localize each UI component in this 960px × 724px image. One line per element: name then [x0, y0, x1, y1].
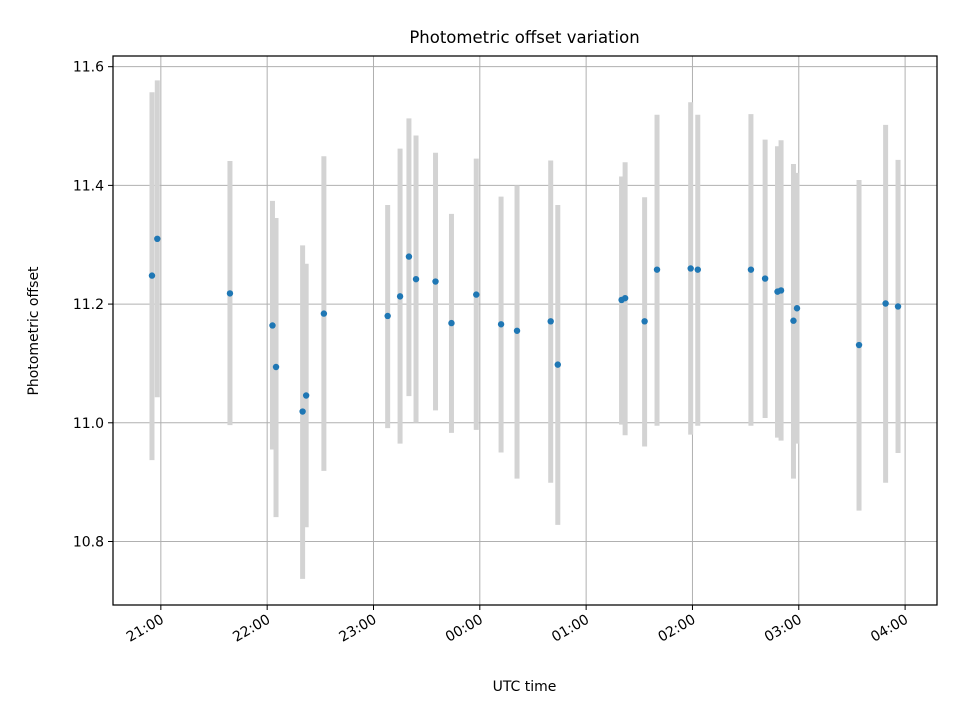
y-tick-label: 11.6	[73, 60, 104, 76]
data-point	[641, 318, 648, 325]
data-point	[269, 322, 276, 329]
data-point	[405, 253, 413, 260]
data-point	[432, 278, 439, 285]
data-point	[747, 266, 755, 273]
data-point	[396, 293, 404, 300]
data-point	[384, 312, 391, 320]
data-point	[448, 319, 455, 327]
data-point	[547, 318, 554, 325]
data-point	[694, 266, 701, 273]
chart-title: Photometric offset variation	[409, 28, 639, 47]
data-point	[320, 310, 328, 317]
data-point	[412, 275, 420, 283]
data-point	[621, 294, 629, 302]
data-point	[793, 305, 801, 312]
y-tick-label: 11.4	[73, 178, 104, 194]
data-point	[302, 392, 310, 399]
data-point	[473, 291, 480, 298]
data-point	[148, 272, 156, 279]
data-point	[894, 303, 902, 310]
data-point	[554, 361, 561, 368]
data-point	[653, 266, 661, 273]
axes-frame	[112, 55, 938, 606]
data-point	[790, 317, 797, 324]
data-point	[777, 287, 785, 294]
y-axis-label: Photometric offset	[26, 266, 42, 396]
data-points	[148, 235, 902, 415]
y-tick-label: 11.0	[73, 416, 104, 432]
data-point	[761, 275, 769, 282]
data-point	[154, 235, 161, 243]
tick-marks	[108, 66, 906, 610]
y-tick-labels: 10.8 11.0 11.2 11.4 11.6	[73, 60, 104, 551]
data-point	[882, 300, 889, 307]
data-point	[226, 290, 234, 297]
y-tick-label: 10.8	[73, 534, 104, 550]
data-point	[687, 265, 694, 272]
data-point	[497, 321, 505, 328]
grid	[113, 56, 937, 605]
data-point	[855, 341, 863, 349]
data-point	[513, 327, 521, 334]
data-point	[299, 408, 306, 415]
x-axis-label: UTC time	[493, 679, 557, 695]
y-tick-label: 11.2	[73, 297, 104, 313]
data-point	[272, 363, 280, 371]
